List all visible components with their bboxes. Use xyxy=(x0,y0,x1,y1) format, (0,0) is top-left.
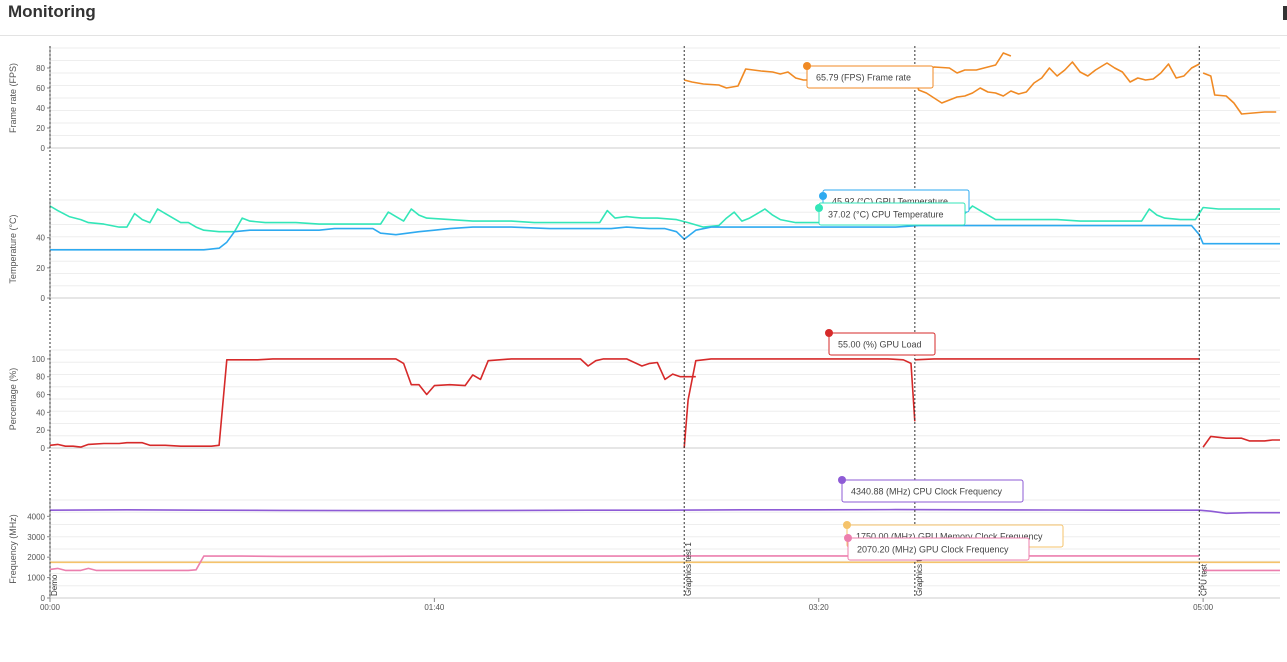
tooltip-dot xyxy=(844,534,852,542)
y-axis-label: Percentage (%) xyxy=(8,368,18,431)
y-tick-label: 20 xyxy=(36,124,45,133)
y-axis-label: Frequency (MHz) xyxy=(8,514,18,584)
tooltip-text: 37.02 (°C) CPU Temperature xyxy=(828,210,943,220)
tooltip-box xyxy=(818,202,966,226)
series-line-gpu-load xyxy=(49,358,696,448)
page-title: Monitoring xyxy=(8,2,96,21)
y-tick-label: 80 xyxy=(36,64,45,73)
y-tick-label: 40 xyxy=(36,234,45,243)
marker-label-graphics-test-2: Graphics test 2 xyxy=(915,542,924,596)
x-tick-label: 05:00 xyxy=(1193,603,1214,612)
y-tick-label: 0 xyxy=(41,294,46,303)
y-tick-label: 1000 xyxy=(27,574,45,583)
x-tick-label: 01:40 xyxy=(424,603,445,612)
tooltip-box xyxy=(847,537,1030,561)
series-line-frame-rate xyxy=(914,61,1200,104)
y-tick-label: 3000 xyxy=(27,533,45,542)
y-tick-label: 0 xyxy=(41,144,46,153)
x-tick-label: 00:00 xyxy=(40,603,61,612)
tooltip-text: 55.00 (%) GPU Load xyxy=(838,340,922,350)
y-tick-label: 80 xyxy=(36,373,45,382)
series-line-gpu-load xyxy=(914,358,1200,361)
series-line-gpu-load xyxy=(683,358,916,449)
y-axis-label: Frame rate (FPS) xyxy=(8,63,18,133)
y-tick-label: 20 xyxy=(36,426,45,435)
tooltip-text: 65.79 (FPS) Frame rate xyxy=(816,73,911,83)
marker-label-cpu-test: CPU test xyxy=(1199,563,1208,596)
series-line-cpu-clock-frequency xyxy=(49,508,1280,515)
marker-label-graphics-test-1: Graphics test 1 xyxy=(684,542,693,596)
scroll-handle[interactable] xyxy=(1283,6,1287,20)
marker-label-demo: Demo xyxy=(50,574,59,596)
y-tick-label: 100 xyxy=(32,355,46,364)
tooltip-text: 1750.00 (MHz) GPU Memory Clock Frequency xyxy=(856,532,1043,542)
tooltip-box xyxy=(806,65,934,89)
tooltip-text: 4340.88 (MHz) CPU Clock Frequency xyxy=(851,487,1003,497)
tooltip-dot xyxy=(819,192,827,200)
y-tick-label: 40 xyxy=(36,408,45,417)
tooltip-dot xyxy=(843,521,851,529)
tooltip-text: 45.92 (°C) GPU Temperature xyxy=(832,197,948,207)
y-tick-label: 2000 xyxy=(27,553,45,562)
tooltip-dot xyxy=(838,476,846,484)
y-tick-label: 60 xyxy=(36,391,45,400)
header-bar: Monitoring xyxy=(0,0,1287,36)
series-line-frame-rate xyxy=(1202,72,1277,115)
monitoring-chart: 0 20 40 60 80 Frame rate (FPS) 0 20 40 Temperatur… xyxy=(8,46,1280,612)
x-tick-label: 03:20 xyxy=(809,603,830,612)
series-line-cpu-temperature xyxy=(50,224,1280,251)
y-tick-label: 60 xyxy=(36,84,45,93)
series-line-gpu-load xyxy=(1202,435,1280,448)
y-tick-label: 0 xyxy=(41,444,46,453)
y-axis-label: Temperature (°C) xyxy=(8,214,18,283)
series-line-gpu-temperature xyxy=(49,205,1280,233)
tooltip-text: 2070.20 (MHz) GPU Clock Frequency xyxy=(857,545,1009,555)
tooltip-box xyxy=(828,332,936,356)
y-tick-label: 4000 xyxy=(27,512,45,521)
y-tick-label: 40 xyxy=(36,104,45,113)
tooltip-dot xyxy=(803,62,811,70)
tooltip-box xyxy=(841,479,1024,503)
tooltip-dot xyxy=(825,329,833,337)
tooltip-dot xyxy=(815,204,823,212)
y-tick-label: 0 xyxy=(41,594,46,603)
y-tick-label: 20 xyxy=(36,264,45,273)
